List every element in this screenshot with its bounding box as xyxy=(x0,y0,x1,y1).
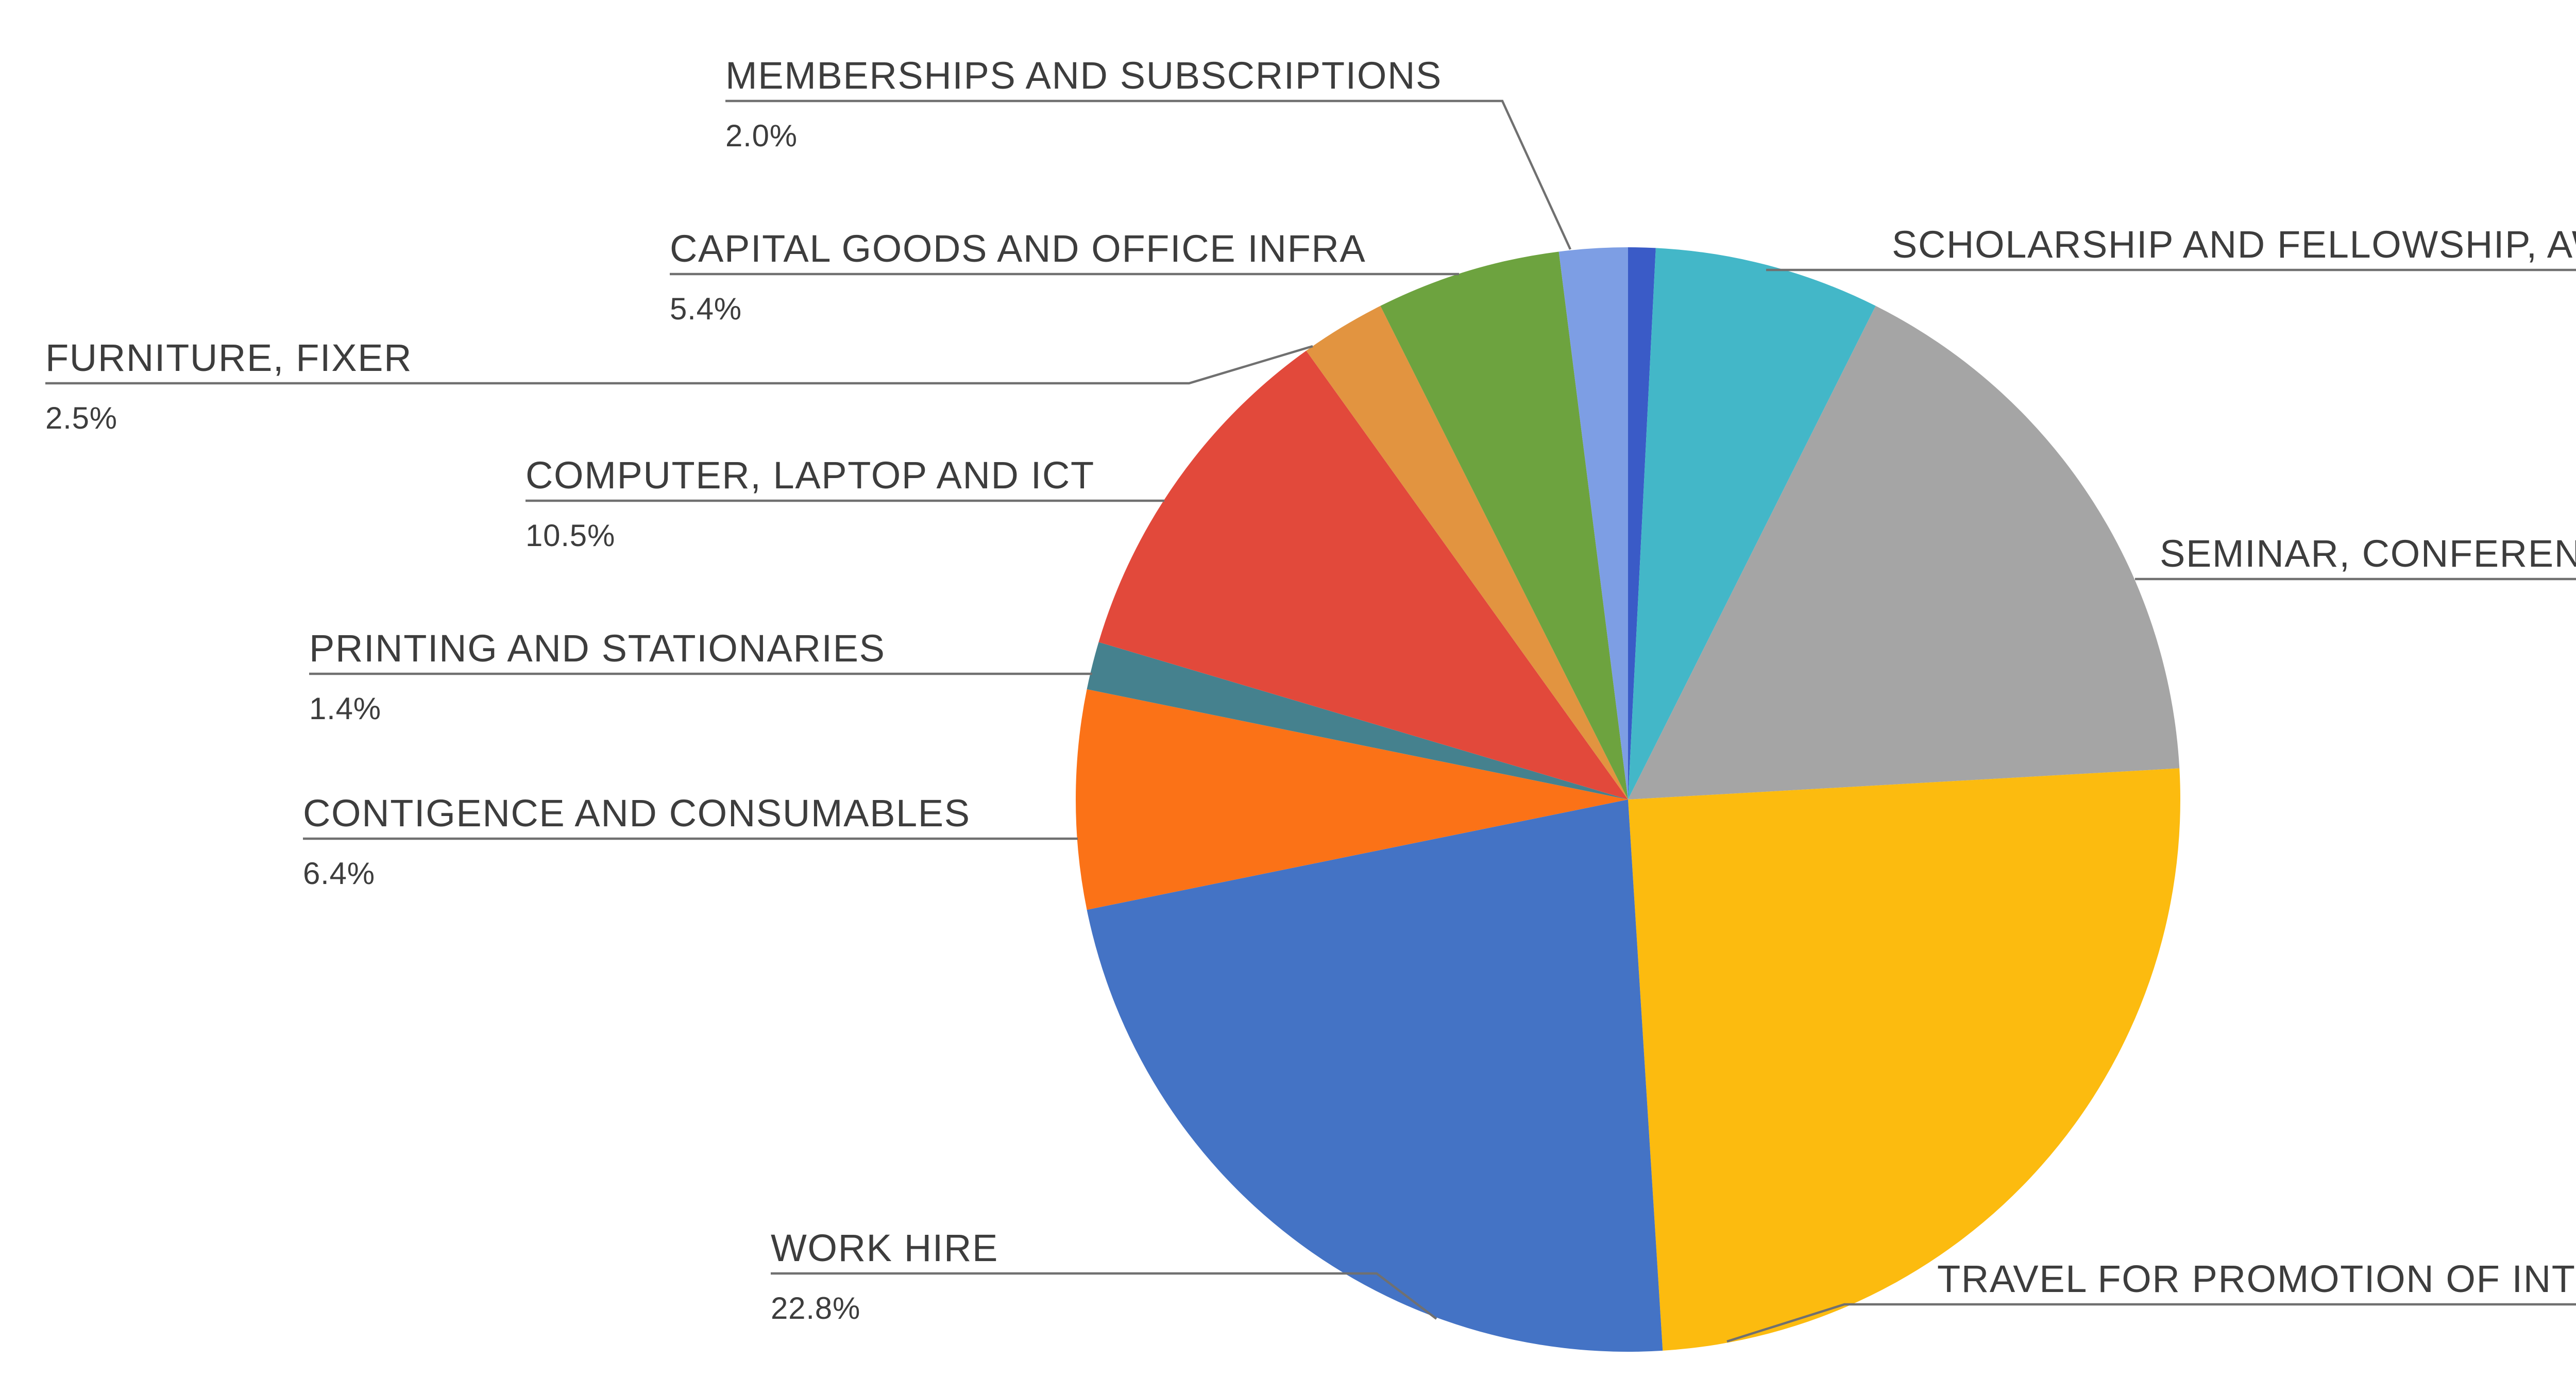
pie-slice xyxy=(1087,642,1628,800)
slice-label: WORK HIRE xyxy=(771,1227,998,1269)
slice-label: CONTIGENCE AND CONSUMABLES xyxy=(303,792,971,835)
slice-label: CAPITAL GOODS AND OFFICE INFRA xyxy=(670,227,1366,270)
slice-percent: 22.8% xyxy=(771,1291,860,1325)
leader-line xyxy=(771,1272,1437,1320)
pie-slice xyxy=(1087,800,1663,1352)
slice-percent: 2.5% xyxy=(45,401,117,435)
slice-percent: 5.4% xyxy=(670,292,742,326)
slice-label: FURNITURE, FIXER xyxy=(45,336,412,379)
pie-slice xyxy=(1380,251,1628,800)
pie-slice xyxy=(1306,305,1628,800)
pie-slice xyxy=(1628,247,1656,800)
pie-slice xyxy=(1628,768,2180,1351)
pie-slice xyxy=(1098,350,1628,800)
slice-percent: 6.4% xyxy=(303,856,375,891)
slice-label: COMPUTER, LAPTOP AND ICT xyxy=(526,454,1095,497)
slice-label: SEMINAR, CONFERENCE, EVENTS AND DELE... xyxy=(2160,532,2576,575)
slice-label: SCHOLARSHIP AND FELLOWSHIP, AWARDS, REWA… xyxy=(1892,223,2576,266)
leader-line xyxy=(1726,1303,2576,1343)
leader-line xyxy=(725,99,1571,250)
slice-label: MEMBERSHIPS AND SUBSCRIPTIONS xyxy=(725,54,1442,97)
pie-slice xyxy=(1076,689,1628,910)
slice-label: TRAVEL FOR PROMOTION OF INTERNATIONAL RE… xyxy=(1937,1257,2576,1300)
slice-percent: 1.4% xyxy=(309,691,381,726)
pie-slice xyxy=(1628,305,2180,800)
pie-slice xyxy=(1558,247,1628,800)
slice-percent: 10.5% xyxy=(526,518,615,553)
slice-label: PRINTING AND STATIONARIES xyxy=(309,627,886,670)
leader-line xyxy=(45,345,1313,385)
pie-slice xyxy=(1628,248,1876,800)
slice-percent: 2.0% xyxy=(725,118,798,153)
